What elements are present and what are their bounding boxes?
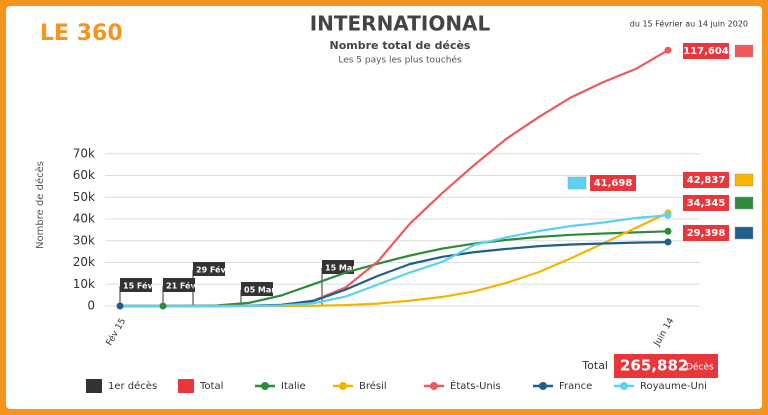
annotation-label: 15 Fév	[123, 281, 153, 291]
y-tick-label: 30k	[73, 233, 95, 247]
legend-label: 1er décès	[108, 380, 157, 392]
chart-subtitle2: Les 5 pays les plus touchés	[338, 55, 462, 66]
end-label: 117,604	[683, 46, 729, 57]
total-label: Total	[581, 359, 608, 372]
end-point	[664, 238, 672, 246]
y-tick-label: 10k	[73, 277, 95, 291]
legend-label: États-Unis	[450, 379, 501, 392]
end-label: 29,398	[687, 228, 726, 239]
legend-dot	[539, 382, 547, 390]
y-tick-label: 0	[87, 299, 95, 313]
legend-dot	[620, 382, 628, 390]
legend-dot	[261, 382, 269, 390]
end-label-box	[683, 225, 729, 241]
annotation-label: 21 Fév	[166, 281, 196, 291]
start-point	[159, 302, 167, 310]
y-tick-label: 60k	[73, 168, 95, 182]
chart-subtitle: Nombre total de décès	[330, 39, 471, 52]
end-label-box	[683, 172, 729, 188]
flag	[734, 44, 754, 58]
brand-logo: LE 360	[40, 21, 123, 46]
annotation-label: 29 Fév	[196, 265, 226, 275]
chart-title: INTERNATIONAL	[310, 12, 491, 36]
y-tick-label: 70k	[73, 146, 95, 160]
legend-label: France	[559, 381, 592, 392]
start-point	[116, 302, 124, 310]
end-label-box	[590, 175, 636, 191]
legend-swatch	[178, 379, 194, 393]
end-point	[664, 211, 672, 219]
end-point	[664, 46, 672, 54]
annotation-box	[241, 282, 273, 296]
legend-dot	[339, 382, 347, 390]
legend-label: Total	[199, 381, 223, 392]
y-axis-label: Nombre de décès	[34, 161, 46, 249]
series-line	[120, 214, 669, 308]
end-label-box	[683, 43, 729, 59]
flag	[567, 176, 587, 190]
y-tick-label: 20k	[73, 255, 95, 269]
y-tick-label: 50k	[73, 190, 95, 204]
annotation-label: 05 Mar	[244, 286, 275, 295]
end-label: 34,345	[687, 198, 726, 209]
flag	[734, 173, 754, 187]
legend-dot	[430, 382, 438, 390]
annotation-box	[120, 278, 152, 292]
total-value: 265,882	[620, 357, 688, 375]
flag	[734, 196, 754, 210]
legend-swatch	[86, 379, 102, 393]
annotation-label: 15 Mar	[325, 264, 356, 273]
end-label: 41,698	[594, 178, 633, 189]
card	[6, 6, 762, 409]
y-tick-label: 40k	[73, 212, 95, 226]
flag	[734, 226, 754, 240]
legend-label: Italie	[281, 381, 306, 392]
end-point	[664, 227, 672, 235]
date-range: du 15 Février au 14 juin 2020	[630, 19, 748, 29]
end-label-box	[683, 195, 729, 211]
total-unit: Décès	[686, 362, 714, 373]
legend-label: Brésil	[359, 380, 387, 392]
annotation-box	[163, 278, 195, 292]
annotation-box	[193, 262, 225, 276]
end-label: 42,837	[687, 175, 726, 186]
legend-label: Royaume-Uni	[640, 381, 707, 392]
annotation-box	[322, 260, 354, 274]
total-box	[614, 354, 718, 378]
